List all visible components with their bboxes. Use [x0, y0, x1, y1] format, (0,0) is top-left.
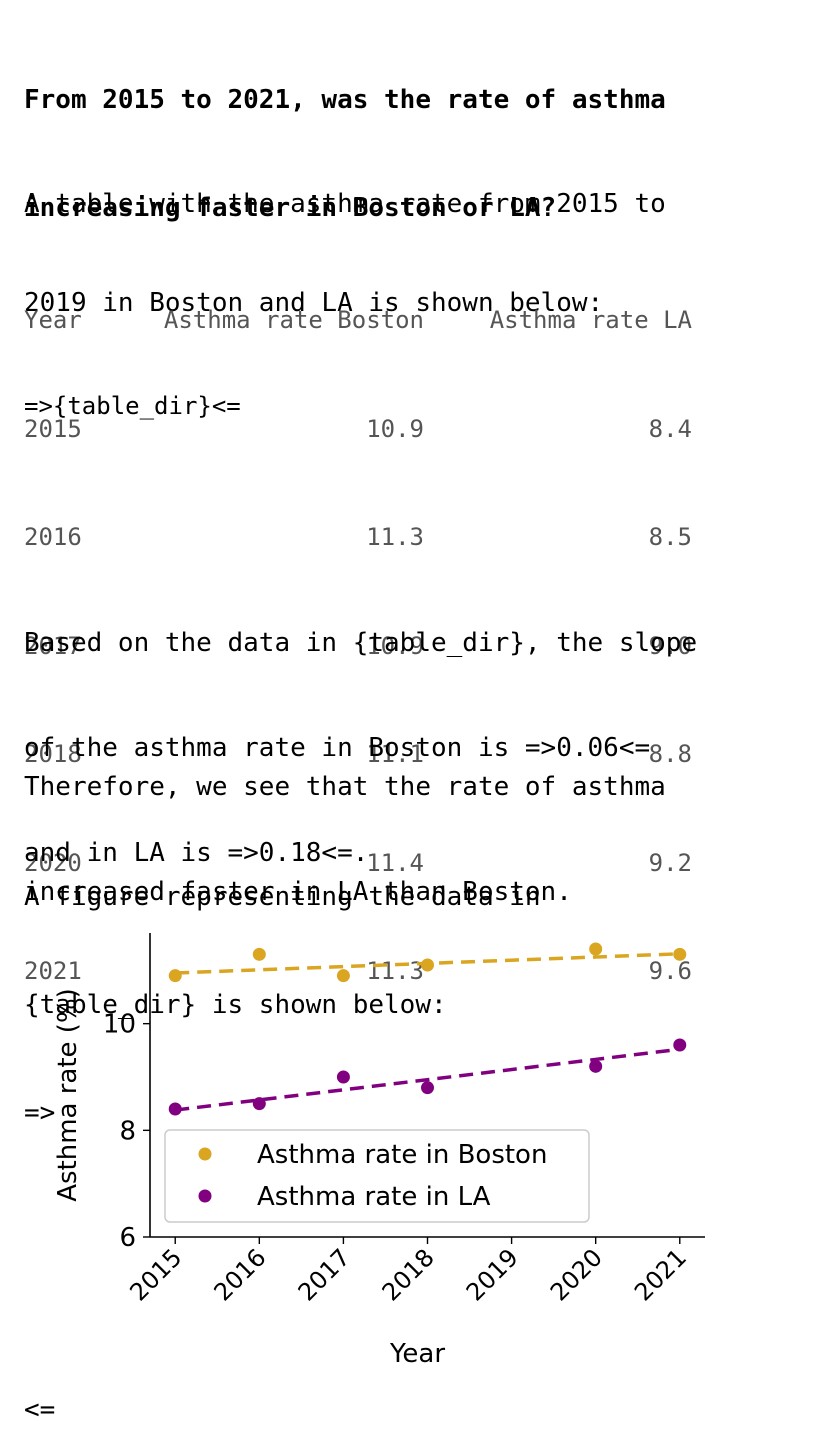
intro-text: A table with the asthma rate from 2015 t… [24, 122, 666, 459]
analysis-text: Based on the data in {table_dir}, the sl… [24, 556, 697, 906]
cell-la: 9.2 [648, 848, 692, 877]
x-tick-label: 2019 [461, 1243, 524, 1306]
header-la: Asthma rate LA [489, 306, 692, 335]
table-header-row: Year Asthma rate Boston Asthma rate LA [24, 302, 692, 339]
data-point-0 [168, 969, 182, 983]
conclusion-line-2: increased faster in LA than Boston. [24, 877, 572, 907]
cell-year: 2016 [24, 523, 82, 552]
cell-la: 9.6 [648, 957, 692, 986]
cell-year: 2015 [24, 414, 82, 443]
cell-boston: 10.9 [366, 631, 424, 660]
data-point-1 [252, 1097, 266, 1111]
cell-boston: 10.9 [366, 414, 424, 443]
intro-line-1: A table with the asthma rate from 2015 t… [24, 189, 666, 219]
cell-year: 2020 [24, 848, 82, 877]
data-table: Year Asthma rate Boston Asthma rate LA 2… [24, 230, 692, 1026]
legend-label-0: Asthma rate in Boston [257, 1140, 547, 1170]
data-point-0 [421, 958, 434, 972]
x-tick-label: 2018 [377, 1243, 440, 1306]
legend-label-1: Asthma rate in LA [257, 1182, 491, 1212]
x-axis-label: Year [389, 1339, 445, 1369]
legend-marker-0 [198, 1147, 212, 1161]
table-row: 2021 11.3 9.6 [24, 953, 692, 990]
figure-close-marker: <= [24, 1395, 56, 1425]
y-tick-label: 10 [103, 1010, 136, 1040]
analysis-line-3: and in LA is =>0.18<=. [24, 838, 369, 868]
figure-intro-line-2: {table_dir} is shown below: [24, 990, 447, 1020]
data-point-1 [336, 1070, 350, 1084]
analysis-line-1: Based on the data in {table_dir}, the sl… [24, 628, 698, 658]
cell-la: 9.0 [648, 631, 692, 660]
analysis-line-2: of the asthma rate in Boston is =>0.06<= [24, 733, 651, 763]
cell-boston: 11.3 [366, 957, 424, 986]
data-point-1 [421, 1081, 434, 1095]
y-axis-label: Asthma rate (%) [53, 988, 83, 1202]
legend-marker-1 [198, 1189, 212, 1203]
table-row: 2018 11.1 8.8 [24, 736, 692, 773]
data-point-1 [168, 1102, 182, 1116]
cell-year: 2021 [24, 957, 82, 986]
cell-boston: 11.1 [366, 740, 424, 769]
cell-boston: 11.3 [366, 523, 424, 552]
y-tick-label: 8 [119, 1116, 136, 1146]
conclusion-text: Therefore, we see that the rate of asthm… [24, 700, 666, 945]
cell-year: 2017 [24, 631, 82, 660]
data-point-1 [673, 1038, 687, 1052]
conclusion-line-1: Therefore, we see that the rate of asthm… [24, 772, 666, 802]
figure-open-marker: => [24, 1098, 56, 1128]
data-point-1 [589, 1059, 603, 1073]
table-row: 2016 11.3 8.5 [24, 519, 692, 556]
figure-intro-line-1: A figure representing the data in [24, 882, 541, 912]
y-tick-label: 6 [119, 1223, 136, 1253]
trend-line-1 [175, 1047, 680, 1112]
cell-la: 8.8 [648, 740, 692, 769]
table-row: 2020 11.4 9.2 [24, 845, 692, 882]
question: From 2015 to 2021, was the rate of asthm… [24, 10, 666, 262]
cell-la: 8.4 [648, 414, 692, 443]
x-tick-label: 2017 [293, 1243, 356, 1306]
legend-box [164, 1129, 590, 1223]
table-row: 2017 10.9 9.0 [24, 628, 692, 665]
intro-line-2: 2019 in Boston and LA is shown below: [24, 288, 604, 318]
cell-la: 8.5 [648, 523, 692, 552]
question-line-2: increasing faster in Boston or LA? [24, 193, 557, 223]
cell-boston: 11.4 [366, 848, 424, 877]
data-point-0 [252, 947, 266, 961]
data-point-0 [673, 947, 687, 961]
table-marker: =>{table_dir}<= [24, 392, 241, 420]
x-tick-label: 2021 [629, 1243, 692, 1306]
x-tick-label: 2020 [545, 1243, 608, 1306]
figure-intro-text: A figure representing the data in {table… [24, 807, 541, 1167]
header-year: Year [24, 306, 82, 335]
question-line-1: From 2015 to 2021, was the rate of asthm… [24, 85, 666, 115]
header-boston: Asthma rate Boston [163, 306, 424, 335]
cell-year: 2018 [24, 740, 82, 769]
table-row: 2015 10.9 8.4 [24, 411, 692, 448]
data-point-0 [589, 942, 603, 956]
data-point-0 [336, 969, 350, 983]
x-tick-label: 2016 [209, 1243, 272, 1306]
